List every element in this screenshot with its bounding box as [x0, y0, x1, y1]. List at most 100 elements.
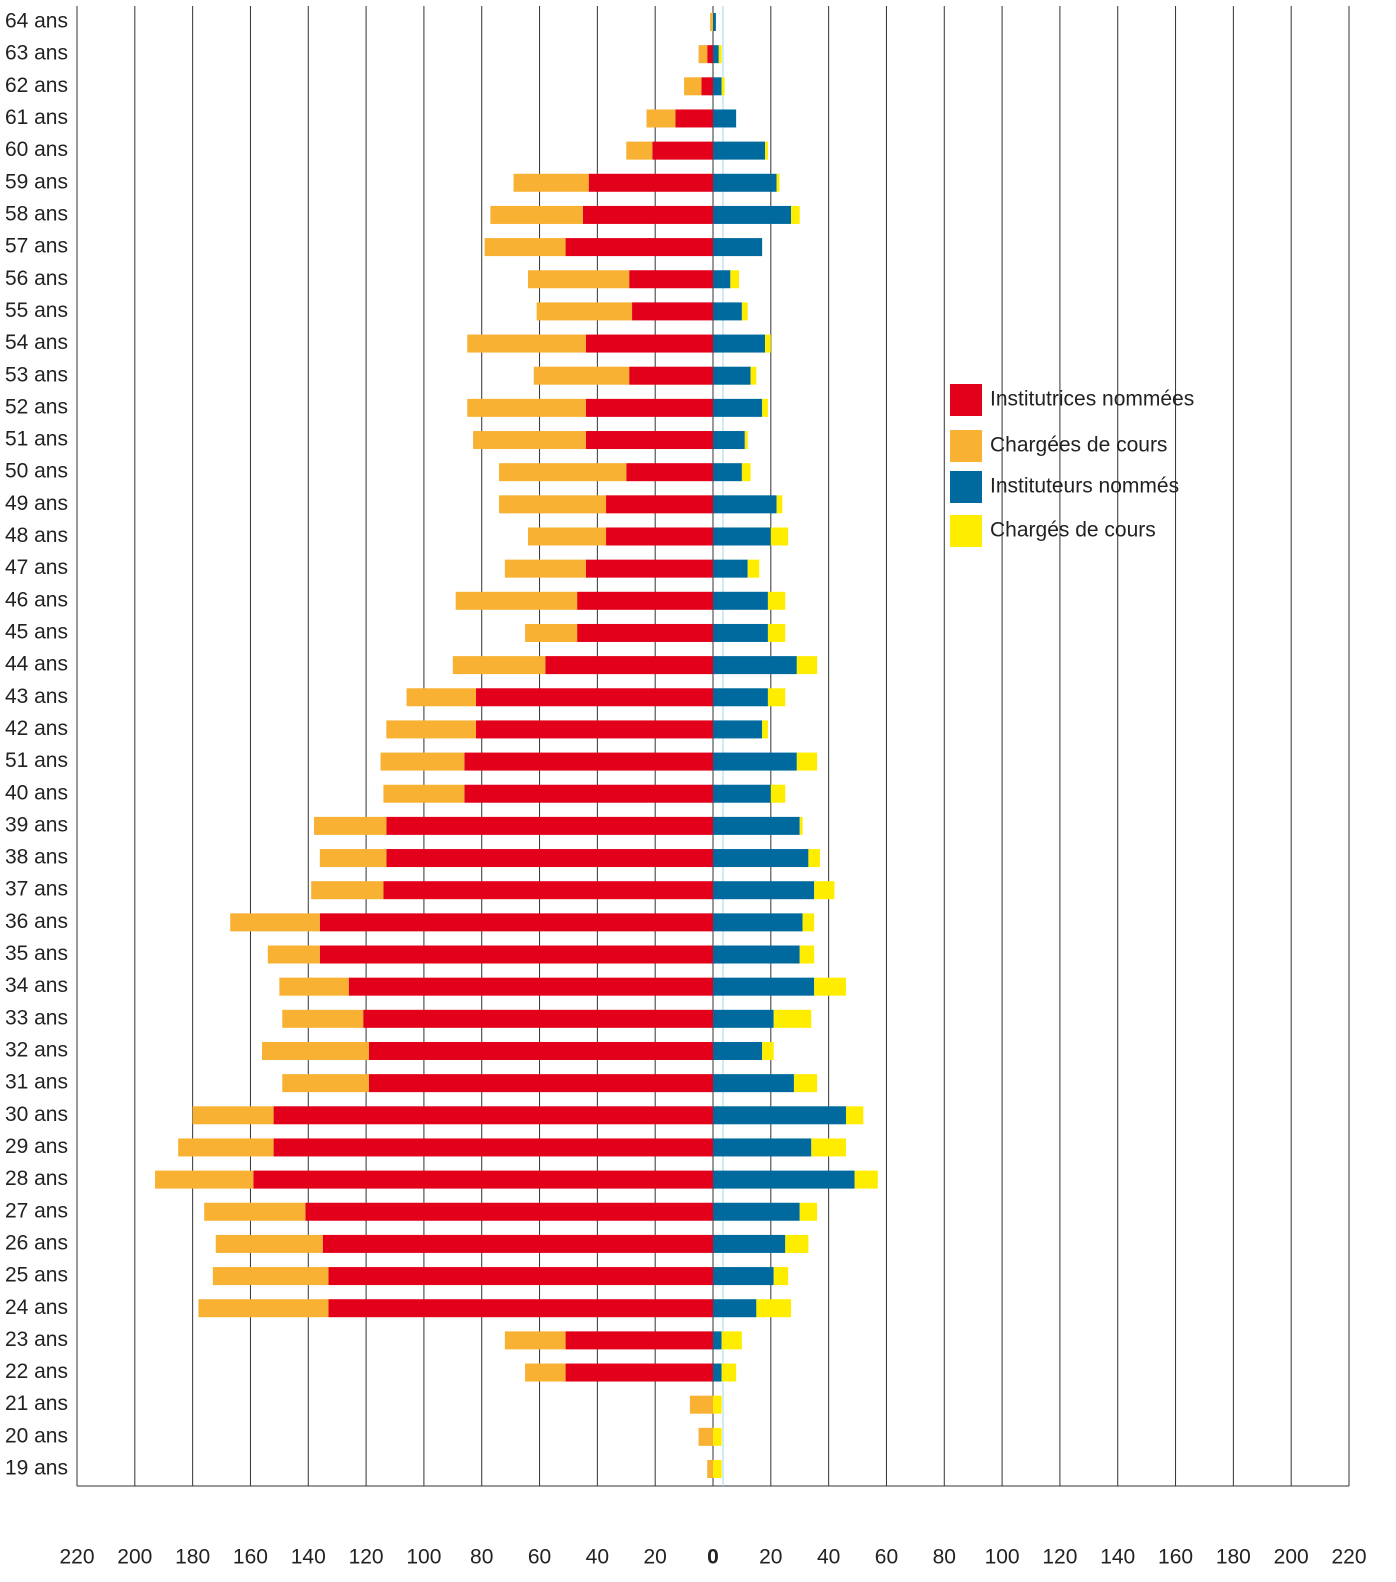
bar [319, 849, 387, 868]
bar [713, 849, 809, 868]
y-tick-label: 53 ans [5, 363, 68, 386]
y-tick-label: 62 ans [5, 74, 68, 97]
bar [713, 559, 748, 578]
y-tick-label: 39 ans [5, 813, 68, 836]
x-tick-label: 80 [470, 1546, 493, 1569]
bar [527, 527, 607, 546]
bar [464, 784, 713, 803]
bar [713, 656, 797, 675]
bar [698, 45, 708, 64]
x-tick-label: 180 [1216, 1546, 1251, 1569]
x-tick-label: 60 [528, 1546, 551, 1569]
bar [499, 463, 627, 482]
bar [282, 1074, 369, 1093]
bar [527, 270, 630, 289]
bar [713, 1138, 812, 1157]
bar [629, 270, 713, 289]
bar [713, 77, 722, 96]
bar [652, 141, 713, 160]
bar [713, 1170, 855, 1189]
bar [713, 1074, 794, 1093]
bar [311, 881, 384, 900]
bar [713, 977, 815, 996]
x-tick-label: 20 [644, 1546, 667, 1569]
bar [565, 238, 713, 257]
bar [814, 977, 846, 996]
bar [713, 1460, 722, 1478]
x-tick-label: 40 [817, 1546, 840, 1569]
bar [713, 816, 800, 835]
bar [262, 1041, 369, 1060]
bar [212, 1267, 329, 1286]
bar [713, 173, 777, 192]
y-tick-label: 26 ans [5, 1231, 68, 1254]
bar [713, 623, 768, 642]
bar [773, 1267, 789, 1286]
bar [632, 302, 713, 321]
y-tick-label: 64 ans [5, 10, 68, 33]
bar [273, 1138, 713, 1157]
bar [845, 1106, 864, 1125]
bar [721, 77, 725, 96]
bar [767, 591, 786, 610]
y-tick-label: 36 ans [5, 910, 68, 933]
y-tick-label: 29 ans [5, 1135, 68, 1158]
bar [155, 1170, 254, 1189]
bar [713, 1106, 846, 1125]
bar [713, 1234, 786, 1253]
y-tick-label: 60 ans [5, 138, 68, 161]
bar [713, 1009, 774, 1028]
bar [776, 173, 780, 192]
bar [675, 109, 713, 128]
bar [713, 1041, 763, 1060]
bar [178, 1138, 274, 1157]
bar [525, 623, 578, 642]
bar [713, 591, 768, 610]
y-tick-label: 38 ans [5, 846, 68, 869]
y-tick-label: 40 ans [5, 781, 68, 804]
bar [348, 977, 713, 996]
bar [773, 1009, 812, 1028]
bar [319, 945, 713, 964]
bar [629, 366, 713, 385]
bar [767, 688, 786, 707]
bar [799, 945, 815, 964]
bar [273, 1106, 713, 1125]
y-tick-label: 45 ans [5, 621, 68, 644]
x-tick-label: 20 [759, 1546, 782, 1569]
bar [588, 173, 713, 192]
bar [279, 977, 349, 996]
bar [796, 752, 818, 771]
bar [626, 463, 713, 482]
bar [713, 688, 768, 707]
bar [721, 1331, 742, 1350]
bar [707, 1460, 713, 1478]
bar [713, 270, 731, 289]
y-tick-label: 22 ans [5, 1360, 68, 1383]
bar [799, 816, 803, 835]
bar [814, 881, 835, 900]
bar [577, 591, 713, 610]
bar [701, 77, 713, 96]
bar [750, 366, 757, 385]
x-tick-label: 220 [59, 1546, 94, 1569]
bar [536, 302, 633, 321]
x-tick-label: 80 [933, 1546, 956, 1569]
bar [380, 752, 465, 771]
bar [741, 463, 751, 482]
bar [314, 816, 387, 835]
y-tick-label: 31 ans [5, 1071, 68, 1094]
bar [475, 688, 713, 707]
bar [713, 1202, 800, 1221]
bar [713, 238, 763, 257]
y-tick-label: 48 ans [5, 524, 68, 547]
bar [192, 1106, 274, 1125]
bar [713, 1427, 722, 1446]
y-tick-label: 44 ans [5, 653, 68, 676]
bar [198, 1299, 329, 1318]
bar [585, 431, 713, 450]
bar [713, 913, 803, 932]
bar [713, 1363, 722, 1382]
y-tick-label: 25 ans [5, 1264, 68, 1287]
y-tick-label: 50 ans [5, 460, 68, 483]
